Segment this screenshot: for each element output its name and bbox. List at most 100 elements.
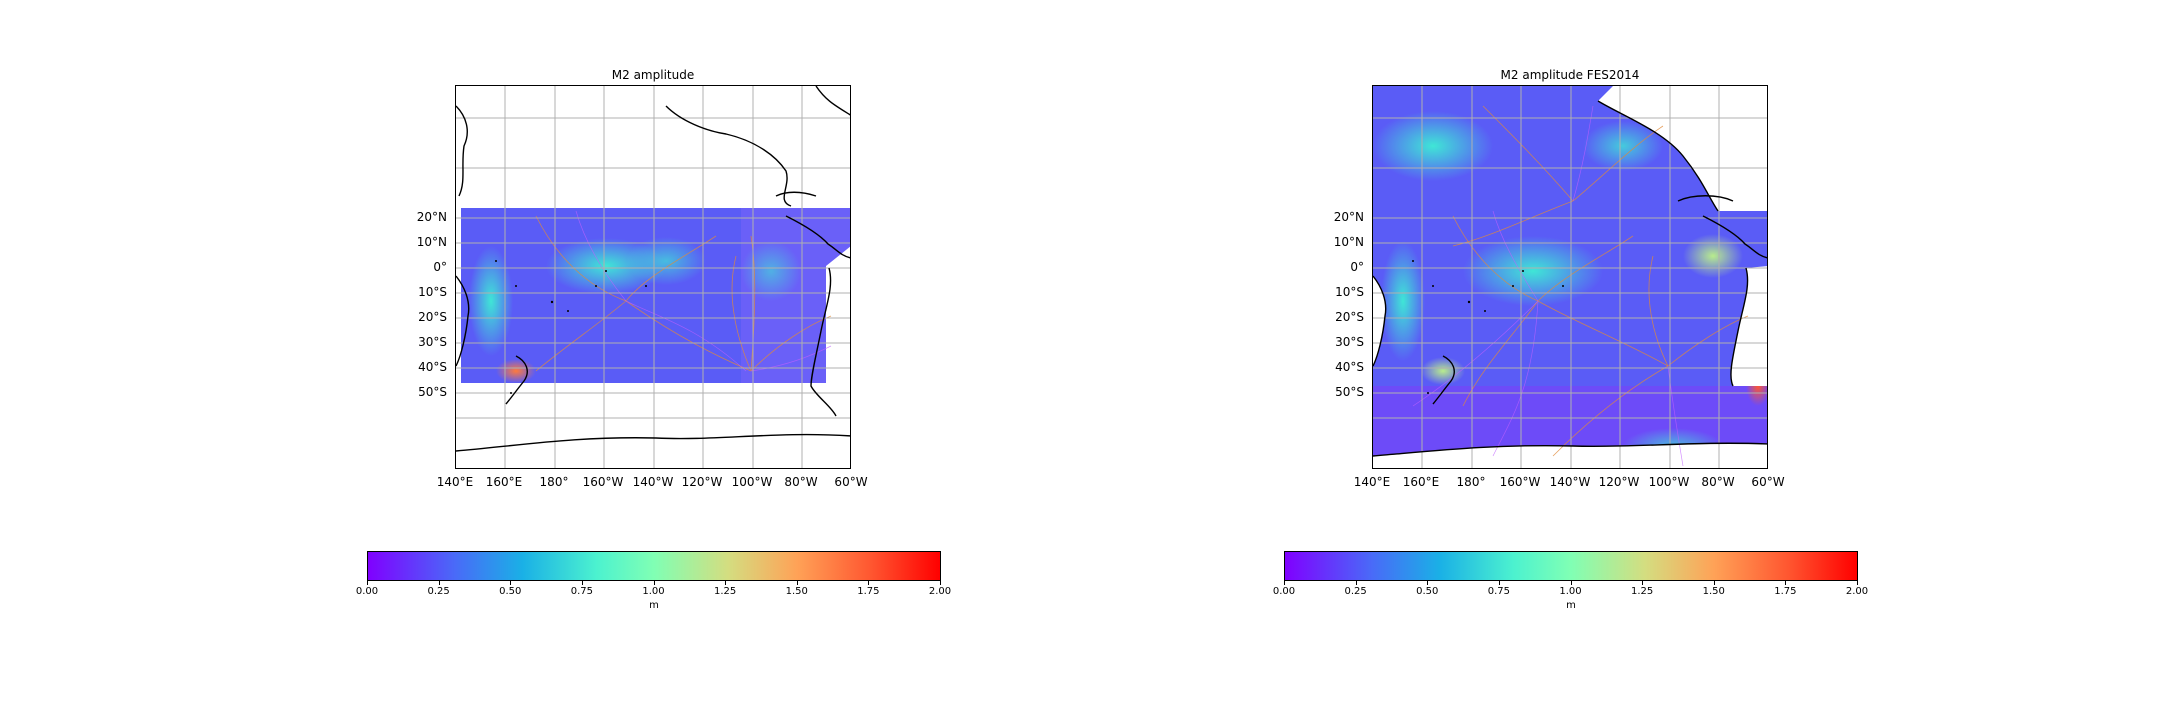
coastlines <box>456 86 850 452</box>
amp-region-east-pacific <box>1463 236 1603 306</box>
colorbar-tick-label: 0.25 <box>1344 586 1367 597</box>
coast-south-america <box>810 267 837 417</box>
coast-caribbean <box>775 191 817 197</box>
colorbar-tickmark <box>1857 581 1858 585</box>
lat-tick-label: 10°N <box>1333 235 1364 249</box>
lon-tick-label: 100°W <box>731 475 773 489</box>
amp-region-alaska <box>1583 121 1663 171</box>
amp-region-tasman <box>1381 241 1425 361</box>
lon-tick-label: 60°W <box>834 475 868 489</box>
colorbar-tick-label: 1.25 <box>713 586 737 597</box>
islands <box>1412 260 1564 394</box>
colorbar-tick-label: 0.50 <box>499 586 522 597</box>
amp-region-nz <box>1421 357 1465 385</box>
map-title: M2 amplitude <box>611 68 695 82</box>
coast-central-america <box>785 215 850 259</box>
colorbar-tickmark <box>367 581 368 585</box>
lat-tick-label: 10°N <box>416 235 447 249</box>
lat-tick-label: 10°S <box>418 285 447 299</box>
lon-tick-label: 160°E <box>1402 475 1440 489</box>
coast-new-zealand <box>505 355 528 405</box>
lat-tick-label: 30°S <box>418 335 447 349</box>
coast-new-zealand <box>1432 355 1455 405</box>
coast-antarctica <box>1373 442 1767 457</box>
colorbar-tick-label: 1.00 <box>1559 586 1582 597</box>
islands <box>495 260 647 394</box>
lon-tick-label: 140°E <box>1353 475 1391 489</box>
gridlines <box>456 86 850 468</box>
colorbar-tickmark <box>1642 581 1644 585</box>
colorbar-unit-label: m <box>1566 600 1576 611</box>
colorbar-tickmark <box>1355 581 1357 585</box>
colorbar-tickmark <box>796 581 798 585</box>
lon-tick-label: 180° <box>539 475 569 489</box>
colorbar-unit-label: m <box>649 600 659 611</box>
colorbar-tickmark <box>438 581 440 585</box>
lon-tick-label: 160°W <box>1499 475 1541 489</box>
coast-australia <box>1373 275 1387 367</box>
amplitude-field <box>456 86 850 468</box>
lon-tick-label: 160°E <box>485 475 523 489</box>
coast-australia <box>456 275 470 367</box>
lat-tick-label: 10°S <box>1335 285 1364 299</box>
map-title: M2 amplitude FES2014 <box>1500 68 1640 82</box>
colorbar-tick-label: 0.50 <box>1416 586 1439 597</box>
lat-tick-label: 40°S <box>1335 360 1364 374</box>
lon-tick-label: 140°W <box>632 475 674 489</box>
land-south-america <box>1730 266 1767 386</box>
colorbar-tick-label: 0.75 <box>570 586 594 597</box>
colorbar-tickmark <box>940 581 941 585</box>
colorbar-tickmark <box>1713 581 1715 585</box>
colorbar-tick-label: 1.25 <box>1630 586 1654 597</box>
lon-tick-label: 160°W <box>582 475 624 489</box>
lon-tick-label: 120°W <box>681 475 723 489</box>
lat-tick-label: 30°S <box>1335 335 1364 349</box>
colorbar-tick-label: 2.00 <box>928 586 952 597</box>
colorbar-tickmark <box>1785 581 1787 585</box>
colorbar-tickmark <box>725 581 727 585</box>
amp-region-north-pacific <box>1373 111 1493 181</box>
amp-region-nz <box>496 359 536 383</box>
coast-central-america <box>1702 215 1767 259</box>
colorbar-tick-label: 1.00 <box>642 586 665 597</box>
colorbar-tickmark <box>1498 581 1500 585</box>
map-panel-fes2014: M2 amplitude FES2014 <box>1334 68 1785 489</box>
lon-tick-label: 140°E <box>436 475 474 489</box>
amplitude-field <box>1373 86 1767 468</box>
lon-tick-label: 80°W <box>784 475 818 489</box>
lat-tick-label: 50°S <box>418 385 447 399</box>
colorbar-tick-label: 0.25 <box>427 586 450 597</box>
amp-region-central <box>626 237 706 285</box>
coast-south-america <box>1730 267 1749 387</box>
land-north-america <box>1598 86 1767 211</box>
colorbar-tick-label: 2.00 <box>1845 586 1869 597</box>
map-frame <box>455 85 851 469</box>
colorbar-tick-label: 1.75 <box>1774 586 1797 597</box>
lat-tick-label: 20°N <box>416 210 447 224</box>
lon-tick-label: 100°W <box>1648 475 1690 489</box>
colorbar-tick-label: 1.50 <box>785 586 808 597</box>
lat-tick-label: 20°S <box>1335 310 1364 324</box>
amp-region-tasman <box>469 246 513 356</box>
colorbar <box>1284 551 1858 581</box>
colorbar-tickmark <box>510 581 512 585</box>
colorbar-tick-label: 0.00 <box>355 586 379 597</box>
gridlines <box>1373 86 1767 468</box>
colorbar-tickmark <box>1427 581 1429 585</box>
coastlines <box>1373 100 1767 457</box>
colorbar-tickmark <box>1284 581 1285 585</box>
colorbar-tick-label: 1.75 <box>857 586 880 597</box>
lat-tick-label: 50°S <box>1335 385 1364 399</box>
colorbar-tickmark <box>653 581 655 585</box>
lat-tick-label: 20°N <box>1333 210 1364 224</box>
lat-tick-label: 20°S <box>418 310 447 324</box>
coast-alaska <box>665 105 792 207</box>
lon-tick-label: 120°W <box>1598 475 1640 489</box>
colorbar-tickmark <box>868 581 870 585</box>
coast-asia <box>456 105 468 197</box>
lon-tick-label: 180° <box>1456 475 1486 489</box>
lon-tick-label: 80°W <box>1701 475 1735 489</box>
lon-tick-label: 60°W <box>1751 475 1785 489</box>
map-panel-model: M2 amplitude <box>417 68 868 489</box>
lat-tick-label: 0° <box>1350 260 1364 274</box>
